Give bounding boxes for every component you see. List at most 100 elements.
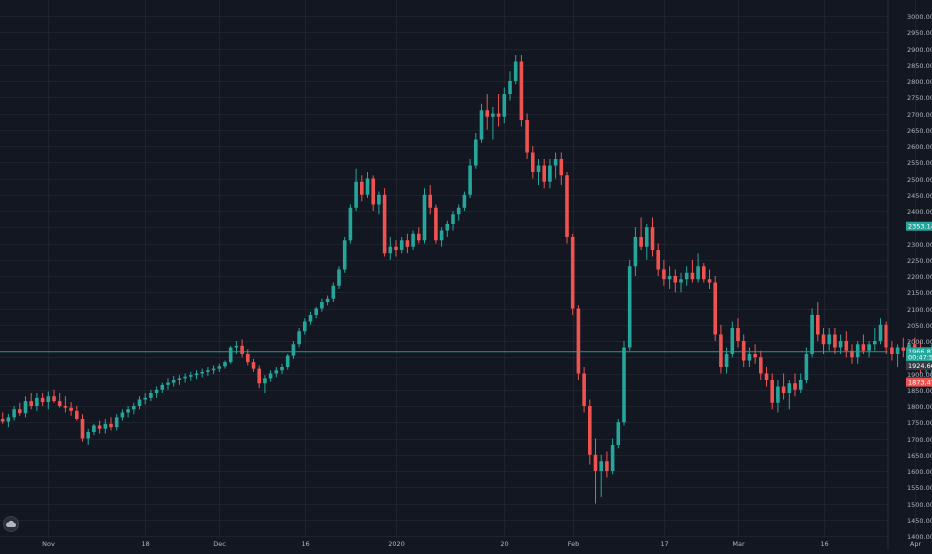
candle — [314, 306, 318, 319]
candle — [417, 227, 421, 244]
time-axis[interactable]: Nov18Dec16202020Feb17Mar16Apr20May18Jun1… — [42, 540, 932, 548]
candle — [439, 227, 444, 247]
candle-body — [80, 419, 85, 439]
candle — [804, 347, 809, 384]
y-tick-label: 1750.000 — [907, 419, 932, 427]
candle-body — [194, 373, 199, 376]
candle — [736, 318, 740, 348]
candle — [251, 358, 256, 372]
candle — [456, 204, 461, 221]
candle — [411, 230, 415, 250]
candle-body — [536, 165, 541, 172]
candle — [303, 318, 307, 335]
candle — [542, 159, 546, 189]
candle — [559, 152, 564, 185]
candle — [798, 373, 803, 393]
candle — [360, 175, 364, 202]
candle — [57, 393, 62, 408]
candle-body — [348, 207, 353, 241]
candle — [627, 259, 632, 351]
cloud-icon[interactable] — [3, 516, 19, 532]
candle-body — [502, 94, 507, 117]
candle — [508, 71, 512, 101]
candle-body — [776, 386, 780, 403]
candle — [211, 365, 216, 375]
candle — [622, 341, 626, 426]
y-tick-label: 1700.000 — [907, 436, 932, 444]
candle-body — [873, 341, 877, 345]
candle-body — [912, 344, 917, 348]
candle-body — [491, 113, 495, 117]
candle — [183, 373, 187, 383]
candle-body — [399, 240, 404, 250]
candle — [320, 298, 324, 312]
candle-body — [622, 347, 626, 423]
candle — [325, 295, 330, 306]
candle — [633, 227, 638, 276]
candle — [810, 308, 814, 358]
candle-body — [451, 214, 455, 224]
x-tick-label: 16 — [820, 540, 828, 548]
candle-body — [702, 266, 706, 280]
candle-body — [132, 406, 136, 410]
x-tick-label: Feb — [568, 540, 580, 548]
candle-body — [377, 194, 381, 205]
candle — [719, 324, 723, 374]
candle-body — [713, 282, 717, 335]
candle-body — [684, 272, 689, 280]
candle — [759, 350, 763, 380]
candle — [690, 259, 695, 283]
price-label: 00:47:57 — [906, 352, 932, 362]
candle — [850, 344, 854, 364]
candle-body — [422, 194, 427, 241]
candle — [673, 269, 678, 293]
candle — [639, 217, 643, 250]
candle-body — [97, 425, 102, 429]
candle-body — [206, 370, 210, 372]
candle-body — [0, 419, 5, 422]
candles — [0, 55, 932, 504]
candle-body — [46, 396, 51, 403]
candle — [120, 409, 125, 421]
candle-body — [23, 401, 28, 414]
candle-body — [251, 362, 256, 369]
candle-body — [149, 393, 153, 398]
candle-body — [297, 331, 301, 345]
x-tick-label: 18 — [141, 540, 149, 548]
candle — [257, 365, 261, 389]
candle — [890, 341, 894, 361]
candle-body — [576, 308, 581, 374]
y-tick-label: 2300.000 — [907, 241, 932, 249]
candle-body — [855, 344, 860, 358]
candle — [80, 414, 85, 442]
candle-body — [411, 233, 415, 247]
candle-body — [166, 382, 170, 385]
candle-body — [747, 354, 752, 361]
candle-body — [633, 237, 638, 267]
x-tick-label: Apr — [910, 540, 922, 548]
candle-body — [285, 355, 290, 367]
candle-body — [257, 368, 261, 384]
price-axis[interactable]: 3000.000 2950.000 2900.000 2850.000 2800.000… — [907, 13, 932, 541]
candle — [696, 253, 700, 283]
candle-body — [35, 397, 39, 406]
candle-body — [861, 344, 866, 351]
candle-body — [884, 324, 888, 348]
candle — [462, 191, 467, 211]
candle-body — [639, 237, 643, 247]
candle — [371, 175, 375, 211]
y-tick-label: 1450.000 — [907, 517, 932, 525]
candle — [342, 237, 347, 273]
candle — [553, 152, 558, 179]
price-label-text: 1966.875 — [908, 348, 932, 356]
candle — [485, 94, 489, 130]
price-label: 2353.144 — [906, 221, 932, 231]
candle-body — [274, 370, 279, 374]
candle — [399, 237, 404, 254]
candle — [29, 393, 33, 410]
candle — [382, 188, 387, 257]
candle-body — [599, 461, 603, 471]
candle-body — [901, 347, 906, 351]
